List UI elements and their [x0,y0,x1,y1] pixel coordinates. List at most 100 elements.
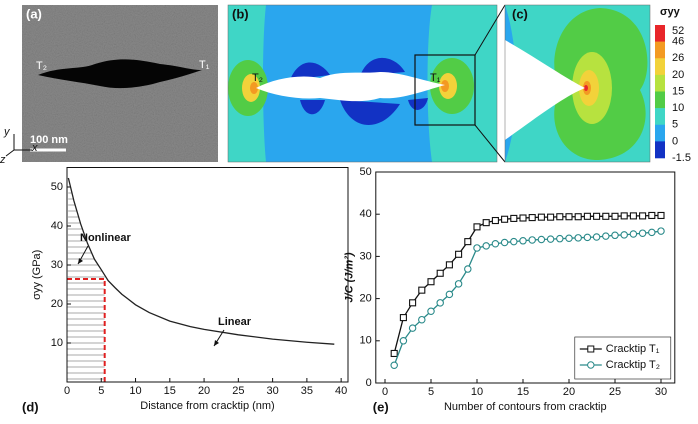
y-tick-label: 40 [51,220,63,232]
point [556,213,564,221]
y-axis-label: σyy (GPa) [31,250,43,300]
point [418,286,426,294]
x-tick-label: 5 [98,385,104,397]
x-tick-label: 35 [301,385,313,397]
legend-marker [587,361,595,369]
point [639,212,647,220]
colorbar-label: 10 [672,102,684,114]
scale-label: 100 nm [30,134,68,146]
point [629,212,637,220]
x-tick-label: 5 [428,386,434,398]
panel-b: (b) T₂ T₁ [228,5,497,162]
point [491,239,500,248]
point [657,211,665,220]
y-tick-label: 10 [360,335,372,347]
point [583,233,592,242]
point [657,227,665,235]
y-axis-label: J/C (J/m²) [344,252,356,302]
colorbar-label: 46 [672,36,684,48]
x-tick-label: 40 [335,385,347,397]
x-tick-label: 0 [382,386,388,398]
point [482,242,490,250]
point [409,299,417,307]
contour [584,85,588,91]
panel-label: (c) [512,6,528,21]
point [648,228,656,237]
colorbar-label: 26 [672,52,684,64]
panel-c: (c) [505,5,650,162]
point [454,280,463,288]
legend-label: Cracktip T₁ [606,343,660,355]
y-tick-label: 40 [360,208,372,220]
point [408,324,417,332]
crack [38,59,202,89]
point [390,349,398,358]
point [519,237,527,245]
legend-label: Cracktip T₂ [606,359,660,371]
contour [250,82,258,94]
colorbar-label: 5 [672,119,678,131]
arrow-head [214,340,219,346]
point [546,235,555,243]
x-tick-label: 30 [266,385,278,397]
x-tick-label: 0 [64,385,70,397]
x-tick-label: 25 [232,385,244,397]
legend-marker [587,345,595,353]
point [445,261,453,269]
arrow-head [78,258,83,264]
frame [504,4,651,163]
point [620,231,628,239]
annotation: Nonlinear [80,232,131,244]
point [418,315,426,324]
y-tick-label: 20 [51,298,63,310]
point [565,234,573,243]
colorbar-label: 52 [672,25,684,37]
point [464,238,472,246]
colorbar-label: -1.5 [672,152,691,164]
colorbar-label: 15 [672,85,684,97]
point [427,278,435,286]
point [602,212,610,220]
plot-frame [375,171,676,384]
chart: 0 10 20 30 40 50 0 5 10 15 20 25 30 Number of contour… [344,166,676,414]
point [436,299,444,307]
y-tick-label: 10 [51,337,63,349]
annotation: Linear [218,316,252,328]
y-tick-label: 50 [360,166,372,178]
point [537,213,545,221]
zoom-box [414,54,476,126]
axis-glyph-label: x [31,142,38,154]
chart: 10 20 30 40 50 0 5 10 15 20 25 30 35 40 Distance from … [22,167,349,414]
x-axis-label: Number of contours from cracktip [444,401,607,413]
point [501,215,509,223]
colorbar-band [655,58,665,76]
x-tick-label: 15 [517,386,529,398]
frame [227,4,498,163]
colorbar-band [655,74,665,92]
point [491,216,499,225]
point [583,212,591,220]
point [519,214,527,222]
point [602,232,610,240]
point [629,230,638,238]
x-tick-label: 10 [129,385,141,397]
point [390,361,398,370]
zoom-line [474,124,506,163]
axis-glyph-label: z [0,154,6,166]
colorbar-band [655,25,665,42]
tip-label: T₁ [430,72,441,84]
x-axis-label: Distance from cracktip (nm) [140,400,274,412]
point [436,269,444,277]
point [556,234,564,243]
x-tick-label: 20 [198,385,210,397]
hatch [67,180,105,380]
point [510,214,518,222]
point [528,236,536,244]
point [620,212,628,220]
tip-label: T₂ [252,72,263,84]
tip-label: T₁ [199,59,210,71]
point [399,337,408,345]
point [638,229,647,237]
point [565,213,573,221]
